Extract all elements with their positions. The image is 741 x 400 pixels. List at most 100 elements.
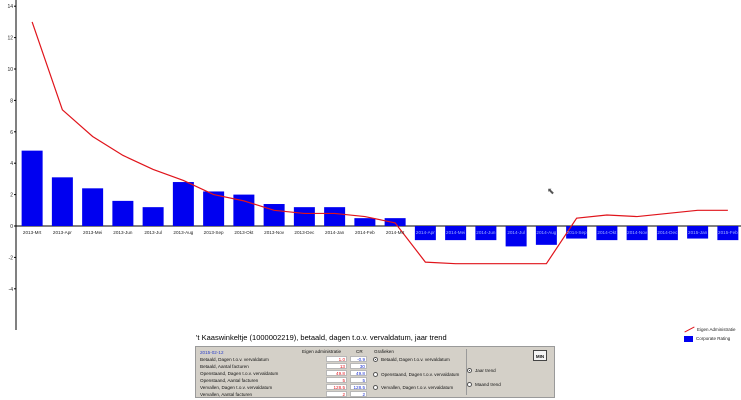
bar-2013-Apr [51, 177, 73, 226]
y-tick-label: 14 [7, 4, 13, 10]
radio-label: Vervallen, Dagen t.o.v. vervaldatum [381, 385, 454, 390]
x-tick-label: 2015-Jan [688, 230, 708, 235]
metric-label: Betaald, Aantal facturen [200, 364, 249, 369]
radio-label: Maand trend [475, 382, 501, 387]
bar-2013-Jun [112, 200, 134, 226]
radio-label: Openstaand, Dagen t.o.v. vervaldatum [381, 372, 460, 377]
radio-graph-vervallen[interactable]: Vervallen, Dagen t.o.v. vervaldatum [373, 385, 453, 390]
bar-2014-Jul [505, 226, 527, 247]
x-tick-label: 2014-Nov [627, 230, 648, 235]
metric-label: Betaald, Dagen t.o.v. vervaldatum [200, 357, 269, 362]
y-tick-label: -4 [9, 287, 14, 293]
bar-2014-Mrt [384, 218, 406, 226]
x-tick-label: 2014-Jun [476, 230, 496, 235]
radio-betaald[interactable] [373, 357, 378, 362]
radio-label: Betaald, Dagen t.o.v. vervaldatum [381, 357, 450, 362]
control-panel: 2015-02-12 Eigen administratie CR Grafie… [195, 346, 555, 398]
bar-2015-Jan [687, 226, 709, 239]
chart-title: 't Kaaswinkeltje (1000002219), betaald, … [196, 333, 447, 342]
bar-2014-Aug [535, 226, 557, 245]
metric-label: Openstaand, Aantal facturen [200, 378, 259, 383]
metric-cr-value: 30 [350, 363, 367, 369]
x-tick-label: 2014-Sep [567, 230, 587, 235]
x-tick-label: 2014-Feb [355, 230, 375, 235]
mouse-cursor-icon: ⬉ [547, 186, 555, 196]
metric-eigen-value: 1.0 [326, 356, 347, 362]
header-eigen-administratie: Eigen administratie [302, 349, 342, 354]
radio-maand-trend[interactable]: Maand trend [467, 382, 501, 387]
legend-item-line: Eigen Administratie [684, 325, 736, 334]
line-swatch [684, 326, 695, 333]
header-grafieken: Grafieken [374, 349, 394, 354]
radio-graph-openstaand[interactable]: Openstaand, Dagen t.o.v. vervaldatum [373, 372, 459, 377]
min-button[interactable]: MIN [533, 350, 547, 361]
legend-item-bar: Corporate Rating [684, 334, 736, 343]
bar-2014-Jan [324, 207, 346, 226]
bar-2014-Feb [354, 218, 376, 226]
bar-2014-Sep [566, 226, 588, 239]
panel-divider [466, 349, 467, 395]
bar-2013-Mei [82, 188, 104, 226]
metric-cr-value: 128.5 [350, 384, 367, 390]
radio-maand[interactable] [467, 382, 472, 387]
x-tick-label: 2015-Feb [718, 230, 738, 235]
bar-2014-Dec [656, 226, 678, 241]
x-tick-label: 2013-Sep [204, 230, 224, 235]
bar-2013-Aug [172, 182, 194, 226]
x-tick-label: 2013-Okt [234, 230, 254, 235]
metric-cr-value: 2 [350, 391, 367, 397]
bar-2014-Okt [596, 226, 618, 241]
metric-eigen-value: 13 [326, 363, 347, 369]
x-tick-label: 2014-Mei [446, 230, 465, 235]
legend: Eigen Administratie Corporate Rating [684, 325, 736, 343]
bar-swatch [684, 335, 693, 342]
metric-cr-value: 5 [350, 377, 367, 383]
eigen-administratie-line [31, 21, 728, 265]
bar-2013-Nov [263, 204, 285, 226]
x-tick-label: 2014-Okt [597, 230, 617, 235]
bar-2014-Nov [626, 226, 648, 241]
y-tick-label: 4 [10, 161, 13, 167]
legend-line-label: Eigen Administratie [697, 327, 736, 332]
metric-cr-value: -0.9 [350, 356, 367, 362]
metric-row: Vervallen, Dagen t.o.v. vervaldatum 128.… [200, 384, 368, 392]
x-tick-label: 2014-Apr [416, 230, 435, 235]
metric-eigen-value: 2 [326, 391, 347, 397]
radio-jaar-trend[interactable]: Jaar trend [467, 368, 496, 373]
x-tick-label: 2014-Jan [325, 230, 345, 235]
y-tick-label: 8 [10, 98, 13, 104]
x-tick-label: 2014-Jul [507, 230, 525, 235]
metric-row: Betaald, Aantal facturen 13 30 [200, 363, 368, 371]
panel-date: 2015-02-12 [200, 350, 224, 355]
metric-eigen-value: 5 [326, 377, 347, 383]
metric-label: Openstaand, Dagen t.o.v. vervaldatum [200, 371, 279, 376]
bar-2014-Mei [445, 226, 467, 241]
x-tick-label: 2014-Mrt [386, 230, 405, 235]
bar-2015-Feb [717, 226, 739, 241]
x-tick-label: 2013-Nov [264, 230, 285, 235]
x-tick-label: 2013-Dec [294, 230, 315, 235]
metric-eigen-value: 49.8 [326, 370, 347, 376]
y-tick-label: 12 [7, 36, 13, 42]
radio-vervallen[interactable] [373, 385, 378, 390]
radio-graph-betaald[interactable]: Betaald, Dagen t.o.v. vervaldatum [373, 357, 450, 362]
radio-jaar[interactable] [467, 368, 472, 373]
bar-2014-Apr [414, 226, 436, 241]
metric-row: Betaald, Dagen t.o.v. vervaldatum 1.0 -0… [200, 356, 368, 364]
y-tick-label: 2 [10, 193, 13, 199]
x-tick-label: 2013-Mei [83, 230, 102, 235]
bar-2013-Sep [203, 191, 225, 226]
x-tick-label: 2013-Jun [113, 230, 133, 235]
bar-2013-Jul [142, 207, 164, 226]
radio-openstaand[interactable] [373, 372, 378, 377]
bar-2013-Dec [293, 207, 315, 226]
metric-cr-value: 49.8 [350, 370, 367, 376]
bar-2013-Mrt [21, 150, 43, 226]
x-tick-label: 2013-Jul [144, 230, 162, 235]
x-tick-label: 2013-Aug [173, 230, 193, 235]
y-tick-label: -2 [9, 255, 14, 261]
metric-row: Openstaand, Dagen t.o.v. vervaldatum 49.… [200, 370, 368, 378]
x-tick-label: 2013-Mrt [23, 230, 42, 235]
x-tick-label: 2013-Apr [53, 230, 72, 235]
metric-label: Vervallen, Dagen t.o.v. vervaldatum [200, 385, 273, 390]
